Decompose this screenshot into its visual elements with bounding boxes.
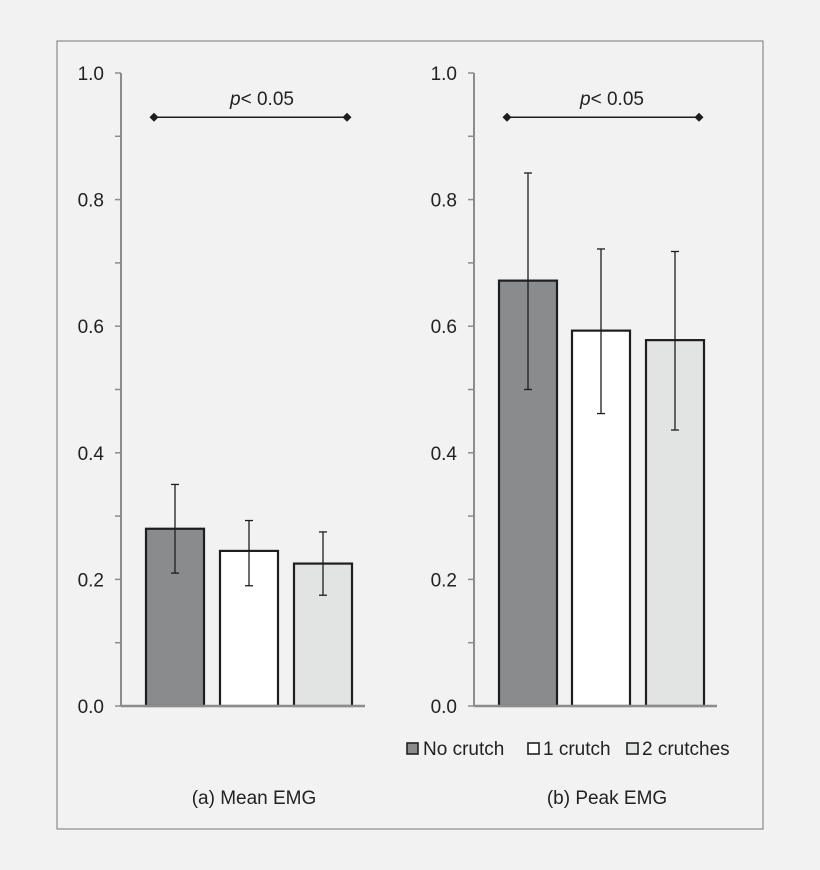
y-tick-label: 1.0	[431, 64, 457, 85]
p-symbol: p	[229, 89, 241, 110]
y-tick-label: 0.2	[431, 570, 457, 591]
significance-label: p< 0.05	[229, 89, 294, 110]
significance-marker	[502, 112, 512, 122]
panel-mean-emg: 0.0 0.2 0.4 0.6 0.8 1.0 p< 0.05 (a) Mean…	[78, 64, 365, 809]
significance-label: p< 0.05	[579, 89, 644, 110]
significance-marker	[149, 112, 159, 122]
significance-marker	[694, 112, 704, 122]
p-threshold: < 0.05	[591, 89, 644, 110]
y-tick-label: 0.6	[431, 317, 457, 338]
panel-caption: (b) Peak EMG	[547, 788, 667, 809]
panel-peak-emg: 0.0 0.2 0.4 0.6 0.8 1.0 p< 0.05 (b) Peak…	[431, 64, 717, 809]
legend: No crutch 1 crutch 2 crutches	[406, 739, 730, 760]
p-threshold: < 0.05	[241, 89, 294, 110]
legend-swatch-no-crutch	[406, 742, 419, 755]
y-tick-label: 0.4	[78, 444, 105, 465]
legend-label: No crutch	[423, 739, 504, 760]
y-tick-label: 0.0	[431, 697, 457, 718]
panel-caption: (a) Mean EMG	[192, 788, 317, 809]
y-tick-label: 0.8	[78, 191, 104, 212]
y-tick-label: 0.8	[431, 191, 457, 212]
legend-swatch-2-crutches	[626, 742, 639, 755]
legend-label: 2 crutches	[642, 739, 730, 760]
y-tick-label: 0.4	[431, 444, 458, 465]
legend-swatch-1-crutch	[527, 742, 540, 755]
y-tick-label: 0.6	[78, 317, 104, 338]
legend-label: 1 crutch	[543, 739, 611, 760]
y-tick-label: 0.2	[78, 570, 104, 591]
y-tick-label: 1.0	[78, 64, 104, 85]
significance-marker	[342, 112, 352, 122]
y-tick-label: 0.0	[78, 697, 104, 718]
p-symbol: p	[579, 89, 591, 110]
